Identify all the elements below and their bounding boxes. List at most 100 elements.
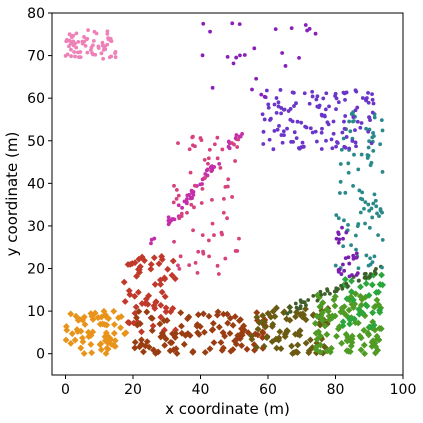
data-point <box>145 343 153 351</box>
data-point <box>353 140 358 145</box>
data-point <box>311 293 316 298</box>
data-point <box>180 340 188 348</box>
data-point <box>253 343 260 351</box>
data-point <box>72 312 80 320</box>
data-point <box>368 256 373 261</box>
data-point <box>178 329 186 337</box>
data-point <box>372 349 379 357</box>
data-point <box>88 313 96 320</box>
data-point <box>131 259 139 267</box>
data-point <box>210 197 214 202</box>
data-point <box>313 129 318 134</box>
data-point <box>203 176 207 180</box>
data-point <box>220 147 225 152</box>
data-point <box>353 233 358 238</box>
data-point <box>340 262 345 267</box>
data-point <box>166 215 171 220</box>
data-point <box>101 48 106 52</box>
data-point <box>346 222 350 227</box>
data-point <box>267 313 275 321</box>
data-point <box>294 330 302 338</box>
data-point <box>355 119 360 124</box>
data-point <box>310 94 315 99</box>
data-point <box>319 130 324 135</box>
data-point <box>253 313 261 321</box>
data-point <box>82 35 86 39</box>
data-point <box>261 323 269 331</box>
data-point <box>102 350 110 357</box>
data-point <box>347 119 352 124</box>
data-point <box>378 207 383 211</box>
data-point <box>281 333 289 341</box>
data-point <box>350 304 357 311</box>
data-point <box>364 126 368 131</box>
data-point <box>306 298 311 302</box>
data-point <box>83 43 88 48</box>
data-point <box>260 342 268 350</box>
data-point <box>178 254 183 259</box>
data-point <box>347 261 352 266</box>
x-axis-title: x coordinate (m) <box>165 400 290 418</box>
data-point <box>64 39 69 44</box>
data-point <box>218 166 223 170</box>
data-point <box>157 301 165 309</box>
data-point <box>351 315 358 323</box>
data-point <box>363 200 368 205</box>
data-point <box>108 38 113 43</box>
data-point <box>262 117 267 122</box>
data-point <box>357 283 364 291</box>
data-point <box>342 91 347 96</box>
data-point <box>331 119 336 124</box>
data-point <box>357 188 362 193</box>
data-point <box>208 29 212 34</box>
data-point <box>103 44 107 48</box>
data-point <box>323 107 328 112</box>
data-point <box>62 336 70 344</box>
data-point <box>193 322 201 330</box>
data-point <box>91 43 95 48</box>
data-point <box>172 183 176 188</box>
data-point <box>158 256 166 263</box>
data-point <box>279 111 284 116</box>
data-point <box>308 126 313 131</box>
data-point <box>258 318 266 326</box>
data-point <box>354 144 358 149</box>
data-point <box>200 310 207 318</box>
x-tick-label: 20 <box>124 382 142 398</box>
data-point <box>94 31 99 36</box>
data-point <box>189 202 194 207</box>
data-point <box>380 170 385 174</box>
data-point <box>161 293 169 301</box>
data-point <box>152 298 160 306</box>
data-point <box>380 238 385 242</box>
data-point <box>230 195 234 199</box>
data-point <box>131 344 139 352</box>
data-point <box>282 107 287 112</box>
data-point <box>369 141 374 146</box>
data-point <box>225 55 230 59</box>
data-point <box>342 119 346 124</box>
data-point <box>221 332 229 340</box>
data-point <box>195 270 200 275</box>
data-point <box>138 340 145 348</box>
data-point <box>346 170 351 175</box>
data-point <box>148 327 156 334</box>
data-point <box>334 286 339 291</box>
data-point <box>345 306 353 314</box>
data-point <box>104 339 112 347</box>
data-point <box>360 197 365 202</box>
data-point <box>332 289 337 294</box>
data-point <box>199 201 204 205</box>
data-point <box>268 338 276 346</box>
data-point <box>74 45 79 50</box>
data-point <box>210 221 215 226</box>
data-point <box>312 349 320 357</box>
data-point <box>196 249 201 254</box>
data-point <box>323 331 331 338</box>
data-point <box>166 347 174 355</box>
data-point <box>319 293 324 297</box>
data-point <box>185 197 189 201</box>
data-point <box>355 305 363 313</box>
data-point <box>157 280 164 288</box>
data-point <box>233 159 237 163</box>
